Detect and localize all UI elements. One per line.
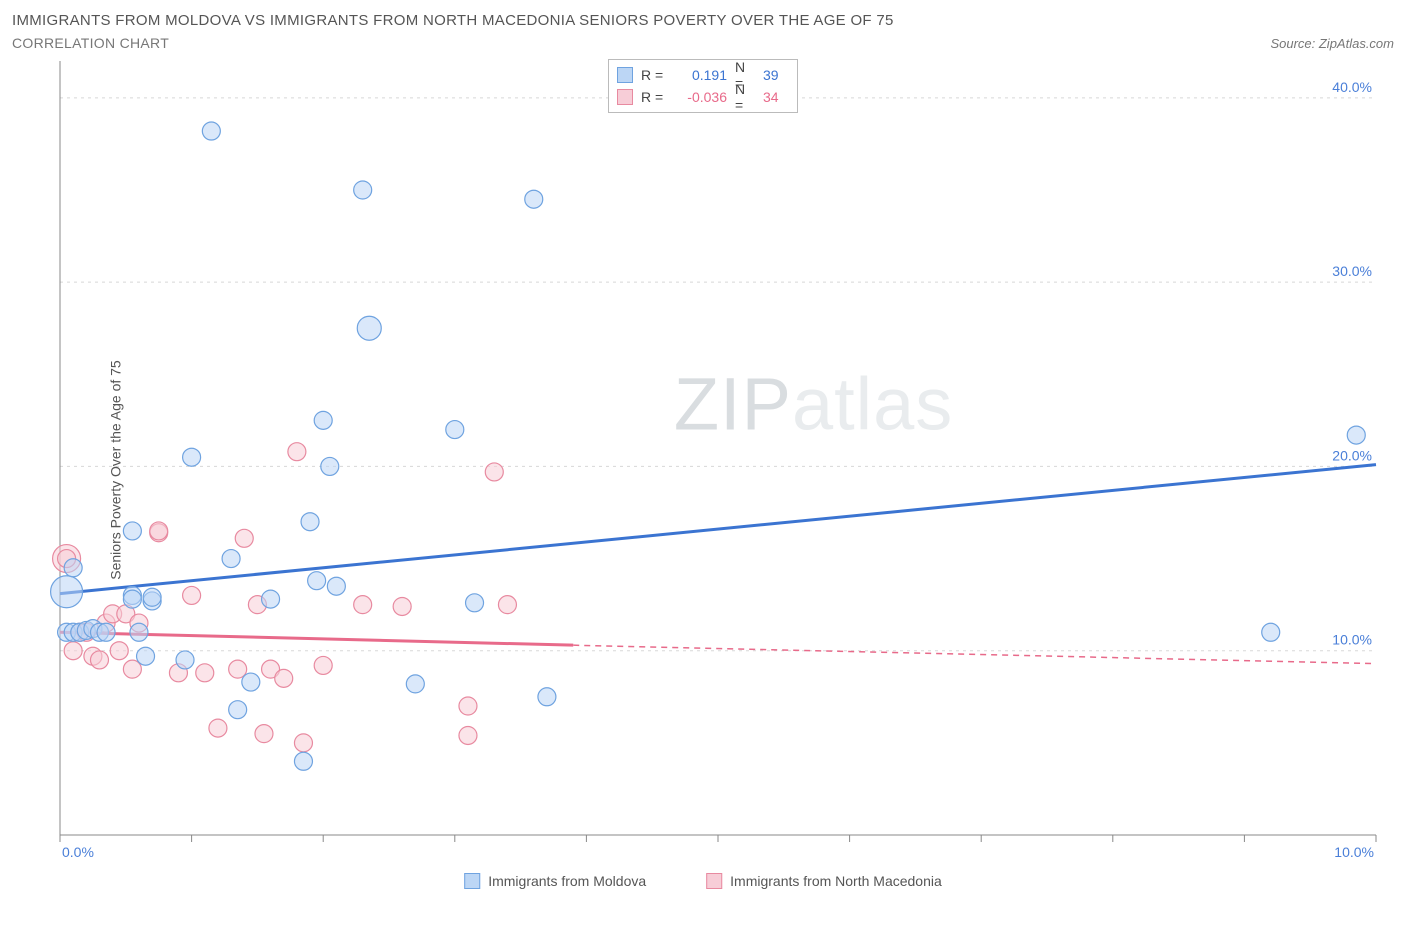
correlation-chart: Seniors Poverty Over the Age of 75 ZIPat… [12, 55, 1394, 885]
legend-label-nmacedonia: Immigrants from North Macedonia [730, 873, 942, 889]
chart-title: IMMIGRANTS FROM MOLDOVA VS IMMIGRANTS FR… [12, 12, 1394, 29]
svg-text:10.0%: 10.0% [1332, 632, 1372, 648]
legend-stats-row-nmacedonia: R = -0.036 N = 34 [617, 86, 789, 108]
legend-label-moldova: Immigrants from Moldova [488, 873, 646, 889]
swatch-moldova [464, 873, 480, 889]
svg-text:40.0%: 40.0% [1332, 79, 1372, 95]
n-value-nmacedonia: 34 [763, 89, 789, 105]
legend-series: Immigrants from Moldova Immigrants from … [464, 873, 942, 889]
y-axis-label: Seniors Poverty Over the Age of 75 [108, 360, 124, 579]
svg-text:20.0%: 20.0% [1332, 447, 1372, 463]
swatch-nmacedonia [617, 89, 633, 105]
legend-stats-row-moldova: R = 0.191 N = 39 [617, 64, 789, 86]
chart-subtitle: CORRELATION CHART [12, 35, 169, 51]
n-value-moldova: 39 [763, 67, 789, 83]
r-value-nmacedonia: -0.036 [675, 89, 727, 105]
swatch-nmacedonia [706, 873, 722, 889]
swatch-moldova [617, 67, 633, 83]
svg-text:30.0%: 30.0% [1332, 263, 1372, 279]
chart-svg: 10.0% 20.0% 30.0% 40.0% 0.0% 10.0% [12, 55, 1394, 885]
svg-text:0.0%: 0.0% [62, 844, 94, 860]
legend-item-moldova: Immigrants from Moldova [464, 873, 646, 889]
r-value-moldova: 0.191 [675, 67, 727, 83]
source-attribution: Source: ZipAtlas.com [1270, 36, 1394, 51]
legend-stats-box: R = 0.191 N = 39 R = -0.036 N = 34 [608, 59, 798, 113]
svg-text:10.0%: 10.0% [1334, 844, 1374, 860]
legend-item-nmacedonia: Immigrants from North Macedonia [706, 873, 942, 889]
